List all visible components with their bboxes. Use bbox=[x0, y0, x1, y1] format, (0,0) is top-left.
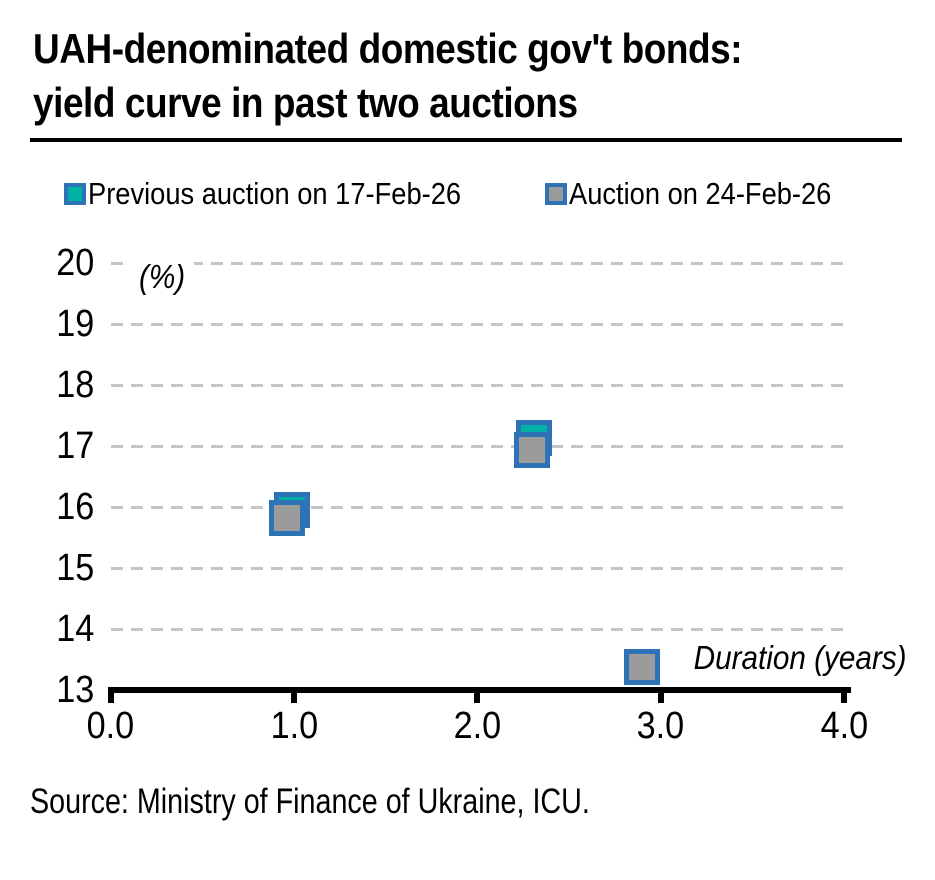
chart-title-line1: UAH-denominated domestic gov't bonds: bbox=[33, 25, 743, 72]
x-axis-tick bbox=[474, 690, 481, 703]
legend-marker-current-auction-icon bbox=[545, 183, 567, 205]
y-axis-tick-label: 18 bbox=[14, 364, 94, 406]
y-axis-tick-text: 13 bbox=[55, 669, 94, 711]
chart-title-line2: yield curve in past two auctions bbox=[33, 79, 578, 126]
y-axis-tick-label: 19 bbox=[14, 303, 94, 345]
gridline-y-15 bbox=[111, 567, 848, 570]
x-axis-tick bbox=[107, 690, 114, 703]
y-axis-tick-text: 15 bbox=[55, 547, 94, 589]
legend-label-previous-auction: Previous auction on 17-Feb-26 bbox=[88, 176, 462, 211]
y-axis-unit-label: (%) bbox=[130, 257, 195, 297]
y-axis-tick-label: 16 bbox=[14, 486, 94, 528]
data-point-marker-series-1 bbox=[514, 432, 551, 469]
legend-marker-previous-auction-icon bbox=[64, 183, 86, 205]
data-point-marker-series-1 bbox=[268, 499, 305, 536]
x-axis-tick-label: 1.0 bbox=[239, 704, 349, 748]
gridline-y-17 bbox=[111, 445, 848, 448]
x-axis-tick-text: 0.0 bbox=[87, 705, 135, 747]
x-axis-tick-label: 0.0 bbox=[56, 704, 166, 748]
chart-title: UAH-denominated domestic gov't bonds: yi… bbox=[33, 22, 839, 130]
legend-item-previous-auction: Previous auction on 17-Feb-26 bbox=[64, 176, 512, 211]
source-note: Source: Ministry of Finance of Ukraine, … bbox=[30, 782, 590, 821]
x-axis-tick-text: 3.0 bbox=[636, 705, 685, 747]
y-axis-tick-text: 14 bbox=[55, 608, 94, 650]
y-axis-tick-label: 17 bbox=[14, 425, 94, 467]
x-axis-tick-label: 4.0 bbox=[789, 704, 899, 748]
x-axis-tick-label: 2.0 bbox=[422, 704, 532, 748]
x-axis-tick bbox=[841, 690, 847, 703]
y-axis-tick-label: 14 bbox=[14, 608, 94, 650]
y-axis-tick-text: 20 bbox=[55, 242, 94, 284]
data-point-marker-series-1 bbox=[624, 648, 661, 685]
y-axis-tick-text: 17 bbox=[55, 425, 94, 467]
legend-item-current-auction: Auction on 24-Feb-26 bbox=[545, 176, 867, 211]
title-divider-rule bbox=[30, 138, 902, 142]
x-axis-tick-label: 3.0 bbox=[606, 704, 716, 748]
gridline-y-18 bbox=[111, 384, 848, 387]
x-axis-title-label: Duration (years) bbox=[686, 637, 907, 679]
y-axis-tick-label: 15 bbox=[14, 547, 94, 589]
x-axis-tick-text: 1.0 bbox=[270, 705, 318, 747]
x-axis-tick-text: 4.0 bbox=[820, 705, 868, 747]
legend-label-current-auction: Auction on 24-Feb-26 bbox=[569, 176, 832, 211]
x-axis-tick-text: 2.0 bbox=[453, 705, 502, 747]
y-axis-tick-text: 16 bbox=[55, 486, 94, 528]
gridline-y-20 bbox=[111, 262, 848, 265]
x-axis-tick bbox=[291, 690, 298, 703]
y-axis-tick-label: 20 bbox=[14, 242, 94, 284]
gridline-y-14 bbox=[111, 628, 848, 631]
gridline-y-19 bbox=[111, 323, 848, 326]
y-axis-tick-label: 13 bbox=[14, 669, 94, 711]
y-axis-tick-text: 18 bbox=[55, 364, 94, 406]
y-axis-tick-text: 19 bbox=[55, 303, 94, 345]
x-axis-tick bbox=[657, 690, 664, 703]
gridline-y-16 bbox=[111, 506, 848, 509]
